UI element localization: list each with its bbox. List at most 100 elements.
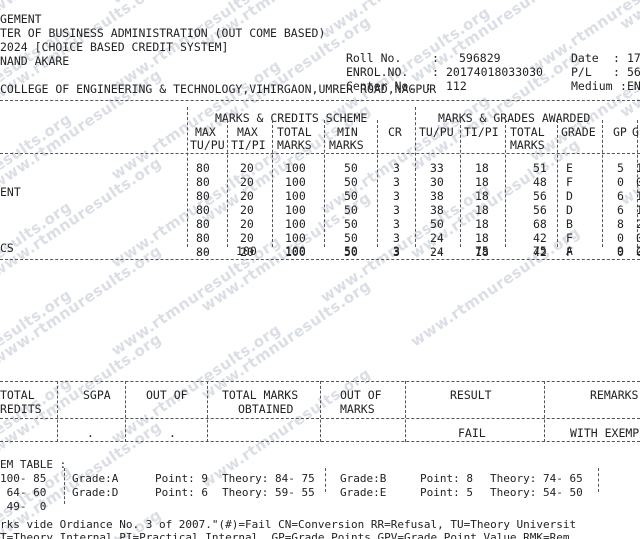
footnote-line-1: rks vide Ordiance No. 3 of 2007."(#)=Fai… (0, 518, 577, 531)
cell-tupu: -- (430, 244, 444, 258)
summary-hdr-out-of: OUT OF (146, 388, 188, 402)
footnote-line-2: T=Theory Internal,PI=Practical Internal,… (0, 531, 570, 539)
subject-label-3: ENT (0, 185, 21, 199)
colhdr-max-tipi: MAX (237, 125, 258, 139)
cell-gpv: 0 (636, 231, 640, 245)
group-header-marks-grades-awarded: MARKS & GRADES AWARDED (438, 111, 591, 125)
summary-sep-0 (57, 381, 58, 442)
pl-value: 56 (627, 65, 640, 79)
cell-gp: 0 (617, 231, 624, 245)
summary-hdr-remarks: REMARKS (590, 388, 639, 402)
cell-cr: 3 (393, 161, 400, 175)
pl-sep: : (613, 65, 620, 79)
colhdr2-total-marks: MARKS (277, 138, 312, 152)
cell-max-tupu: 80 (196, 189, 210, 203)
cell-gp: 0 (617, 175, 624, 189)
cell-cr: 3 (393, 231, 400, 245)
cell-max-tupu: 80 (196, 217, 210, 231)
cell-grade: D (566, 189, 573, 203)
cell-total-marks: 100 (285, 161, 306, 175)
cell-gp: 6 (617, 203, 624, 217)
cell-max-tupu: 80 (196, 245, 210, 259)
cell-total: 42 (533, 231, 547, 245)
cell-cr: 3 (393, 217, 400, 231)
cell-max-tupu: 80 (196, 231, 210, 245)
col-sep-6 (460, 120, 461, 247)
cell-tupu: 50 (430, 217, 444, 231)
grade-sep-1 (325, 468, 326, 492)
colhdr-gpv: GP (632, 125, 640, 139)
grade-label-1b: Grade:B (340, 472, 387, 485)
roll-no-label: Roll No. (346, 51, 402, 65)
college-line: COLLEGE OF ENGINEERING & TECHNOLOGY,VIHI… (0, 82, 437, 96)
enrol-no-sep: : (432, 65, 439, 79)
colhdr-cr: CR (388, 125, 402, 139)
grade-point-1a: Point: 9 (155, 472, 208, 485)
cell-total-marks: 100 (285, 175, 306, 189)
cell-grade: A (566, 244, 573, 258)
cell-tipi: 18 (475, 231, 489, 245)
cell-tipi: 18 (475, 217, 489, 231)
grade-sep-2 (598, 468, 599, 492)
header-divider (0, 100, 640, 101)
summary-sep-2 (207, 381, 208, 442)
grade-label-1a: Grade:A (72, 472, 119, 485)
cell-tipi: 18 (475, 175, 489, 189)
summary-hdr2-marks: MARKS (340, 402, 375, 416)
summary-value-remarks: WITH EXEMP (570, 426, 640, 440)
summary-sep-5 (544, 381, 545, 442)
col-sep-0 (187, 107, 188, 247)
student-name-line: NAND AKARE (0, 54, 70, 68)
cell-total: 56 (533, 203, 547, 217)
cell-grade: B (566, 217, 573, 231)
cell-grade: F (566, 245, 573, 259)
grade-theory-1a: Theory: 84- 75 (222, 472, 315, 485)
cell-min-marks: 50 (344, 217, 358, 231)
center-no-value: 112 (446, 79, 467, 93)
cell-cr: 3 (393, 244, 400, 258)
summary-value-out-of: . (169, 426, 176, 440)
cell-tipi: 75 (475, 244, 489, 258)
session-line: 2024 [CHOICE BASED CREDIT SYSTEM] (0, 40, 229, 54)
cell-cr: 3 (393, 175, 400, 189)
cell-cr: 3 (393, 189, 400, 203)
col-sep-10 (637, 120, 638, 247)
cell-total: 68 (533, 217, 547, 231)
col-sep-2 (272, 120, 273, 247)
cell-gp: 5 (617, 161, 624, 175)
colhdr2-min-marks: MARKS (329, 138, 364, 152)
grade-range-3: 49- 0 (0, 500, 47, 513)
cell-max-tipi: 20 (240, 231, 254, 245)
col-sep-1 (227, 120, 228, 247)
cell-max-tipi: 20 (240, 203, 254, 217)
cell-max-tipi: 20 (240, 175, 254, 189)
grade-table-title: EM TABLE : (0, 458, 67, 471)
cell-total-marks: 100 (285, 231, 306, 245)
colhdr2-max-tipi: TI/PI (231, 138, 266, 152)
cell-gpv: 1 (636, 161, 640, 175)
summary-hdr-total-credits: TOTAL (0, 388, 35, 402)
cell-max-tupu: 80 (196, 175, 210, 189)
colhdr2-max-tupu: TU/PU (190, 138, 225, 152)
cell-cr: 3 (393, 203, 400, 217)
colhdr-grade: GRADE (561, 125, 596, 139)
cell-total: 75 (533, 244, 547, 258)
colhdr-min-marks: MIN (337, 125, 358, 139)
cell-max-tupu: -- (196, 244, 210, 258)
grade-label-2b: Grade:E (340, 486, 387, 499)
colhdr-gp: GP (613, 125, 627, 139)
cell-tupu: 33 (430, 161, 444, 175)
colhdr-max-tupu: MAX (195, 125, 216, 139)
roll-no-value: 596829 (459, 51, 501, 65)
medium-sep: : (620, 79, 627, 93)
cell-total-marks: 100 (285, 203, 306, 217)
medium-label: Medium (571, 79, 613, 93)
summary-value-result: FAIL (458, 426, 486, 440)
colhdr-total: TOTAL (510, 125, 545, 139)
group-header-marks-credits-scheme: MARKS & CREDITS SCHEME (215, 111, 368, 125)
cell-max-tipi: 20 (240, 161, 254, 175)
cell-grade: F (566, 175, 573, 189)
medium-value: EN (627, 79, 640, 93)
